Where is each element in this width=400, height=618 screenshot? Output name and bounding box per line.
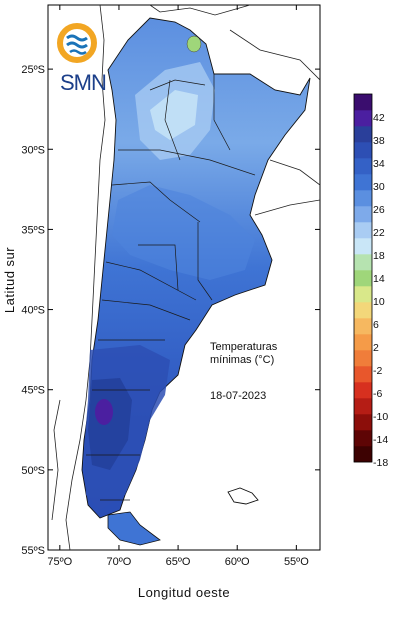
annotation-date: 18-07-2023 [210, 390, 266, 402]
lon-tick-label: 70ºO [107, 556, 132, 568]
colorbar-bin [354, 398, 372, 415]
logo-wave-1 [66, 34, 88, 42]
colorbar-tick-label: 18 [373, 250, 385, 262]
colorbar-bin [354, 350, 372, 367]
colorbar-tick-label: 42 [373, 112, 385, 124]
smn-logo: SMN [57, 23, 107, 95]
lat-tick-label: 45ºS [21, 385, 45, 397]
temperature-colorbar: 42 38 34 30 26 22 18 14 10 6 2 -2 -6 -10 -14 -18 [353, 93, 388, 469]
colorbar-tick-label: 30 [373, 181, 385, 193]
colorbar-tick-label: 22 [373, 227, 385, 239]
colorbar-bin [354, 126, 372, 143]
colorbar-border [353, 93, 373, 463]
annotation-title-line2: mínimas (°C) [210, 354, 274, 366]
colorbar-tick-label: -18 [373, 457, 388, 469]
colorbar-bin [354, 222, 372, 239]
warm-zone-north-inner [150, 90, 198, 140]
colorbar-tick-label: -6 [373, 388, 382, 400]
colorbar-tick-label: 2 [373, 342, 379, 354]
colorbar-tick-label: 10 [373, 296, 385, 308]
colorbar-bin [354, 190, 372, 207]
logo-wave-2 [66, 41, 88, 49]
lat-tick-label: 35ºS [21, 224, 45, 236]
coldest-spot [95, 399, 113, 425]
logo-ring [57, 23, 97, 63]
colorbar-tick-label: 38 [373, 135, 385, 147]
colorbar-bin [354, 286, 372, 303]
latitude-ticks: 25ºS 30ºS 35ºS 40ºS 45ºS 50ºS 55ºS [21, 64, 320, 557]
x-axis-title: Longitud oeste [138, 585, 230, 600]
annotation-title-line1: Temperaturas [210, 341, 278, 353]
mild-zone-center [112, 185, 255, 280]
lat-tick-label: 30ºS [21, 144, 45, 156]
colorbar-bin [354, 446, 372, 463]
colorbar-tick-label: 34 [373, 158, 385, 170]
colorbar-tick-label: -14 [373, 434, 388, 446]
colorbar-bin [354, 334, 372, 351]
lon-tick-label: 60ºO [225, 556, 250, 568]
warm-spot-north [186, 35, 202, 53]
cold-zone-patagonia-inner [88, 378, 132, 470]
lat-tick-label: 55ºS [21, 545, 45, 557]
colorbar-bin [354, 254, 372, 271]
colorbar-tick-label: -10 [373, 411, 388, 423]
colorbar-tick-label: 6 [373, 319, 379, 331]
colorbar-bin [354, 366, 372, 383]
logo-wave-3 [69, 49, 87, 55]
colorbar-bin [354, 414, 372, 431]
lon-tick-label: 55ºO [284, 556, 309, 568]
colorbar-bin [354, 270, 372, 287]
province-borders [86, 74, 256, 501]
colorbar-bin [354, 94, 372, 111]
colorbar-tick-label: 14 [373, 273, 385, 285]
logo-text: SMN [60, 70, 106, 95]
longitude-ticks: 75ºO 70ºO 65ºO 60ºO 55ºO [47, 5, 309, 568]
y-axis-title: Latitud sur [2, 247, 17, 313]
neighbor-borders [51, 5, 320, 550]
colorbar-tick-label: -2 [373, 365, 382, 377]
colorbar-bin [354, 206, 372, 223]
colorbar-bin [354, 382, 372, 399]
lat-tick-label: 50ºS [21, 465, 45, 477]
tierra-del-fuego [107, 511, 161, 546]
colorbar-bin [354, 158, 372, 175]
lon-tick-label: 65ºO [166, 556, 191, 568]
colorbar-bin [354, 238, 372, 255]
lon-tick-label: 75ºO [47, 556, 72, 568]
colorbar-bin [354, 174, 372, 191]
colorbar-bin [354, 302, 372, 319]
colorbar-bin [354, 142, 372, 159]
colorbar-bin [354, 110, 372, 127]
colorbar-bin [354, 318, 372, 335]
colorbar-tick-label: 26 [373, 204, 385, 216]
lat-tick-label: 25ºS [21, 64, 45, 76]
map-annotation: Temperaturas mínimas (°C) 18-07-2023 [210, 341, 278, 402]
colorbar-bin [354, 430, 372, 447]
lat-tick-label: 40ºS [21, 305, 45, 317]
malvinas-islands [227, 487, 259, 505]
